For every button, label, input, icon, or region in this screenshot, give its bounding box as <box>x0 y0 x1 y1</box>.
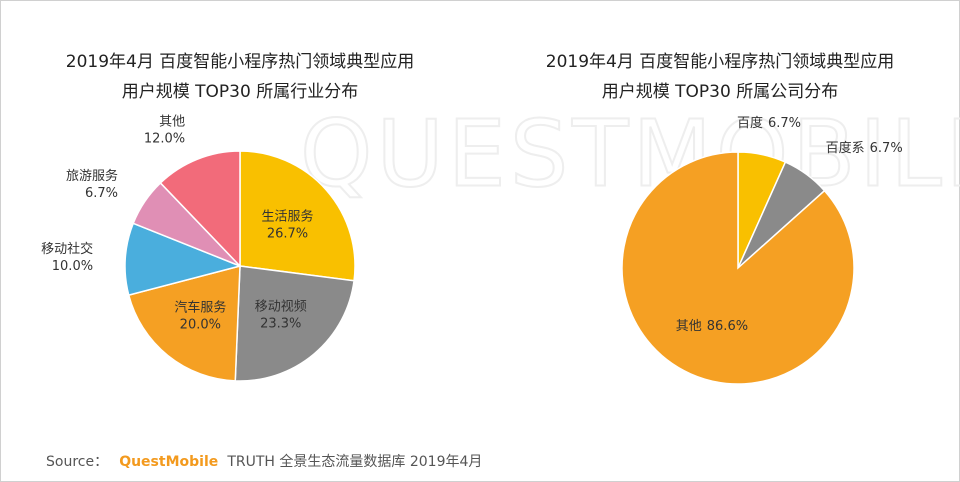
slice-label: 其他 86.6% <box>676 319 748 334</box>
slice-label: 生活服务 26.7% <box>262 208 314 241</box>
slice-label: 移动社交 10.0% <box>41 241 93 274</box>
watermark: QUESTMOBILE <box>300 100 960 207</box>
slice-category: 百度系 <box>826 140 865 156</box>
slice-label: 其他 12.0% <box>144 114 185 146</box>
slice-category: 生活服务 <box>262 208 314 224</box>
slice-label: 百度系 6.7% <box>826 140 903 156</box>
pie-slice <box>621 151 855 385</box>
slice-category: 其他 <box>159 114 185 129</box>
source-brand: QuestMobile <box>119 454 218 470</box>
pie-slice <box>234 265 355 382</box>
slice-category: 移动社交 <box>41 241 93 257</box>
chart-title: 用户规模 TOP30 所属行业分布 <box>122 82 358 102</box>
slice-category: 百度 <box>737 114 763 130</box>
slice-label: 旅游服务 6.7% <box>66 167 118 200</box>
slice-value: 6.7% <box>85 185 118 200</box>
slice-category: 移动视频 <box>255 299 307 314</box>
slice-value: 12.0% <box>144 131 185 146</box>
slice-label: 移动视频 23.3% <box>255 299 307 331</box>
source-text: TRUTH 全景生态流量数据库 2019年4月 <box>226 453 482 470</box>
slice-label: 汽车服务 20.0% <box>174 299 226 332</box>
slice-value: 26.7% <box>267 226 308 241</box>
pie-slice <box>239 150 356 282</box>
slice-value: 86.6% <box>707 319 748 334</box>
slice-category: 其他 <box>676 319 702 334</box>
slice-value: 23.3% <box>260 316 301 331</box>
pie-slice <box>159 150 241 268</box>
slice-category: 旅游服务 <box>66 167 118 183</box>
slice-value: 10.0% <box>52 258 93 273</box>
slice-value: 6.7% <box>870 141 903 156</box>
source: Source： QuestMobile TRUTH 全景生态流量数据库 2019… <box>46 452 482 471</box>
chart-title: 2019年4月 百度智能小程序热门领域典型应用 <box>66 52 414 72</box>
slice-category: 汽车服务 <box>174 299 226 315</box>
pie-slice <box>124 222 243 297</box>
chart-title: 2019年4月 百度智能小程序热门领域典型应用 <box>546 52 894 72</box>
slice-value: 6.7% <box>768 115 801 130</box>
slice-value: 20.0% <box>180 317 221 332</box>
slice-label: 百度 6.7% <box>737 114 801 130</box>
chart-title: 用户规模 TOP30 所属公司分布 <box>602 82 838 102</box>
source-prefix: Source： <box>46 454 108 470</box>
pie-slice <box>127 265 241 382</box>
